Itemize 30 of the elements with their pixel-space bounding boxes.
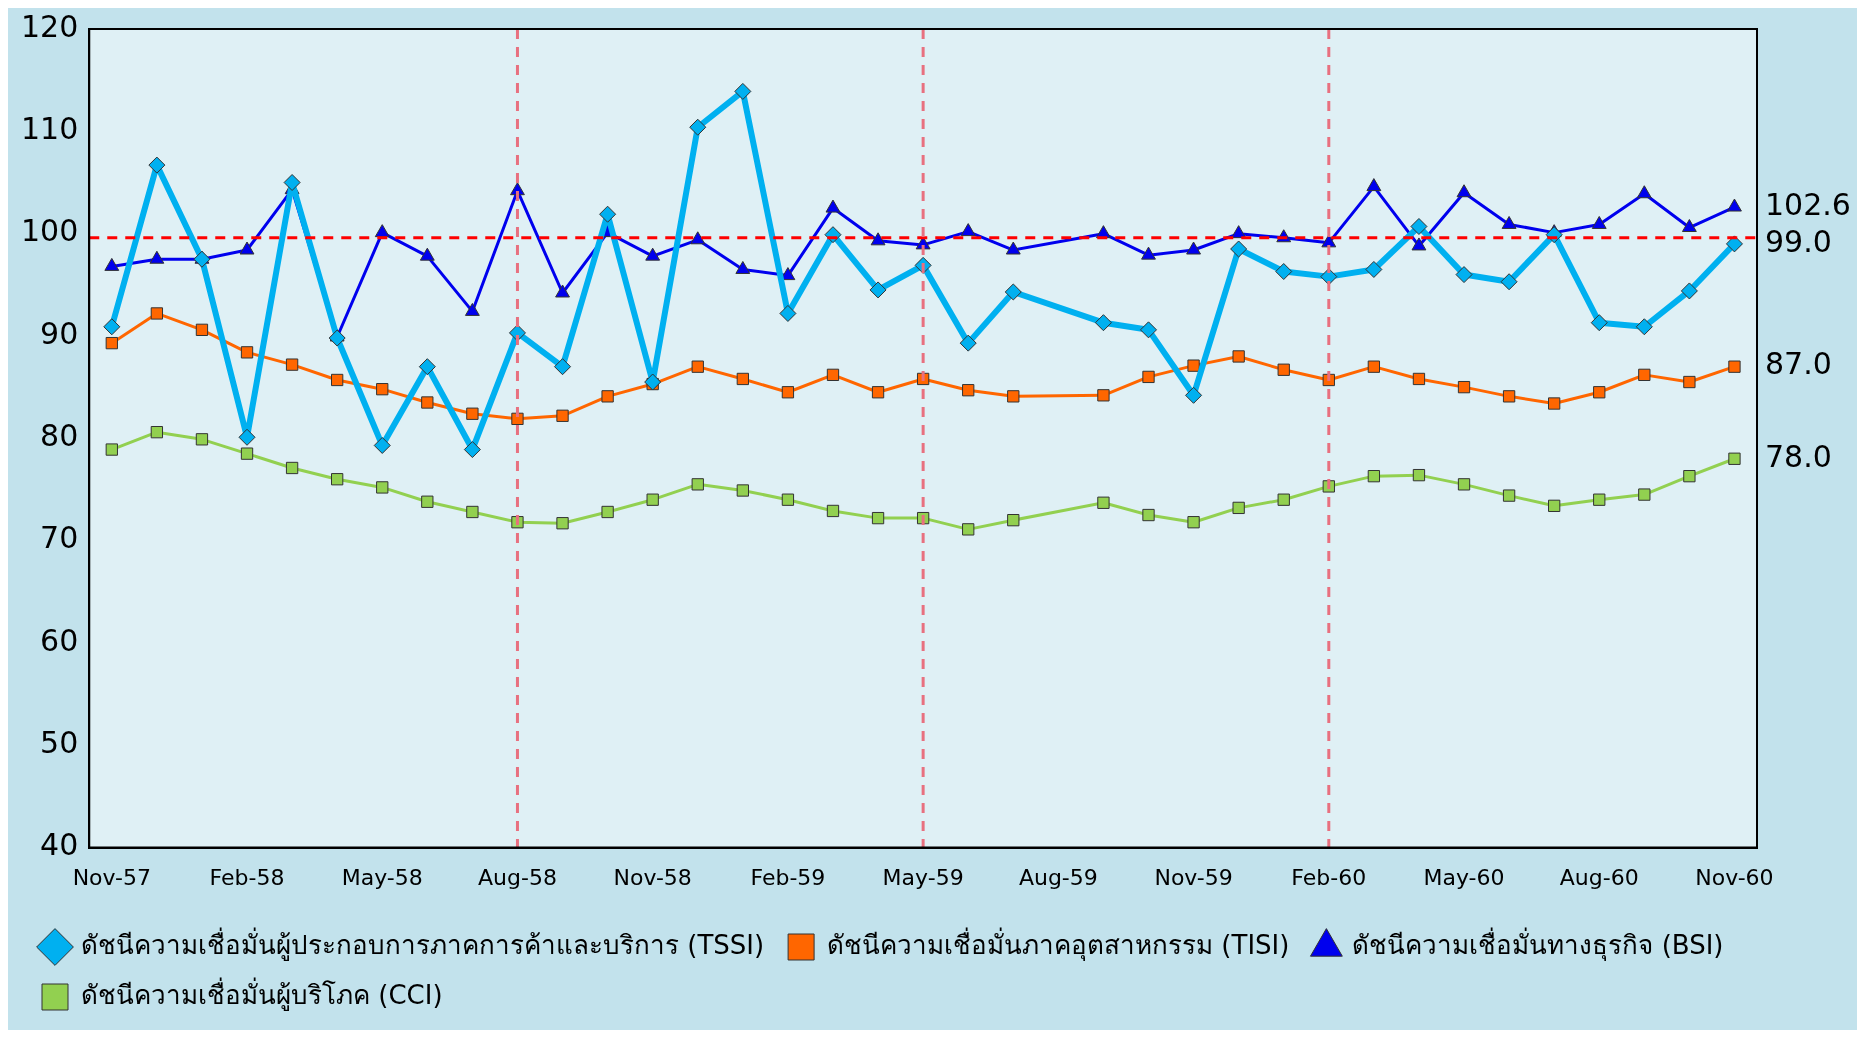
legend-label: ดัชนีความเชื่อมั่นผู้บริโภค (CCI) [81, 976, 443, 1011]
y-tick-label: 70 [40, 520, 79, 556]
data-label: 99.0 [1765, 223, 1832, 259]
y-tick-label: 120 [21, 8, 79, 44]
y-tick-label: 100 [21, 213, 79, 249]
y-tick-label: 110 [21, 111, 79, 147]
y-tick-label: 40 [40, 827, 79, 863]
x-tick-label: Feb-58 [209, 864, 285, 890]
legend-label: ดัชนีความเชื่อมั่นผู้ประกอบการภาคการค้าและบริการ (TSSI) [81, 926, 765, 961]
x-tick-label: Aug-59 [1018, 864, 1098, 890]
x-tick-label: May-58 [341, 864, 423, 890]
legend-label: ดัชนีความเชื่อมั่นทางธุรกิจ (BSI) [1352, 926, 1724, 961]
y-tick-label: 60 [40, 622, 79, 658]
x-tick-label: Feb-60 [1291, 864, 1367, 890]
x-tick-label: Aug-58 [478, 864, 557, 890]
data-label: 102.6 [1765, 186, 1851, 222]
x-tick-label: Nov-59 [1154, 864, 1233, 890]
x-tick-label: Nov-60 [1695, 864, 1774, 890]
legend-label: ดัชนีความเชื่อมั่นภาคอุตสาหกรรม (TISI) [827, 926, 1290, 961]
data-label: 87.0 [1765, 346, 1832, 382]
x-tick-label: Nov-58 [613, 864, 692, 890]
x-tick-label: May-59 [882, 864, 964, 890]
x-tick-label: Feb-59 [750, 864, 826, 890]
x-tick-label: Aug-60 [1559, 864, 1639, 890]
y-tick-label: 80 [40, 418, 79, 454]
y-tick-label: 50 [40, 725, 79, 761]
x-tick-label: Nov-57 [72, 864, 151, 890]
y-tick-label: 90 [40, 315, 79, 351]
x-tick-label: May-60 [1423, 864, 1505, 890]
data-label: 78.0 [1765, 438, 1832, 474]
